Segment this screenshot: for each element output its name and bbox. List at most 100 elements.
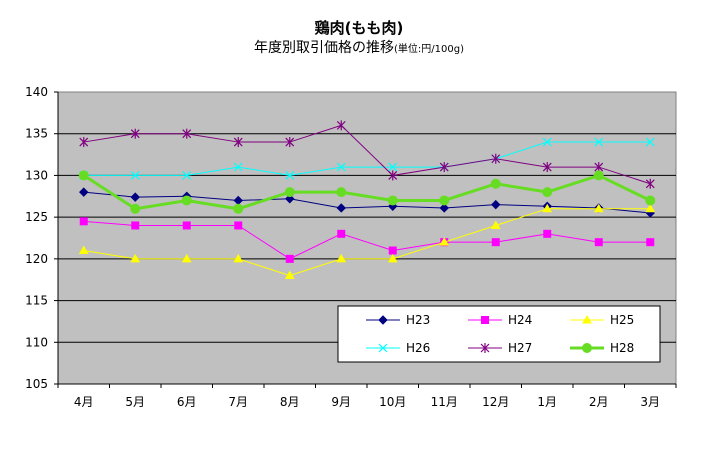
legend-marker: [378, 343, 388, 353]
subtitle-text: 年度別取引価格の推移: [254, 40, 394, 56]
series-lines: [78, 120, 656, 280]
data-point-h28: [439, 195, 450, 206]
x-tick-label: 4月: [74, 395, 94, 409]
data-point-h25: [387, 253, 398, 263]
x-tick-label: 1月: [537, 395, 557, 409]
data-point-h26: [388, 162, 398, 172]
y-tick-label: 140: [25, 85, 48, 99]
data-point-h24: [234, 221, 243, 230]
legend-marker: [480, 343, 490, 353]
data-point-h24: [646, 238, 655, 247]
legend-item-h26: H26: [366, 341, 430, 355]
data-point-h23: [285, 194, 295, 204]
legend-label: H26: [406, 341, 430, 355]
data-point-h25: [593, 203, 604, 213]
data-point-h28: [593, 170, 604, 181]
y-tick-label: 120: [25, 252, 48, 266]
data-point-h28: [181, 195, 192, 206]
legend-marker: [481, 316, 489, 324]
data-point-h25: [542, 203, 553, 213]
data-point-h28: [387, 195, 398, 206]
legend-marker: [582, 343, 592, 353]
data-point-h26: [594, 137, 604, 147]
legend-box: [337, 305, 661, 363]
series-line-h26: [83, 141, 651, 176]
legend-label: H24: [508, 313, 532, 327]
x-tick-label: 12月: [482, 395, 509, 409]
data-point-h24: [337, 229, 346, 238]
data-point-h24: [285, 254, 294, 263]
unit-label: (単位:円/100g): [394, 44, 464, 55]
data-point-h28: [284, 187, 295, 198]
data-point-h26: [130, 171, 140, 180]
y-tick-label: 125: [25, 210, 48, 224]
data-point-h28: [78, 170, 89, 181]
data-point-h24: [182, 221, 191, 230]
x-tick-label: 9月: [331, 395, 351, 409]
series-line-h23: [83, 191, 651, 214]
data-point-h27: [233, 137, 243, 148]
legend-item-h24: H24: [468, 313, 532, 327]
data-point-h25: [233, 253, 244, 263]
data-point-h24: [543, 229, 552, 238]
data-point-h28: [336, 187, 347, 198]
series-line-h25: [83, 208, 651, 277]
series-line-h24: [83, 220, 651, 260]
series-h25: [78, 203, 656, 280]
x-tick-label: 10月: [379, 395, 406, 409]
legend: H23 H24 H25 H26 H27 H28: [337, 305, 661, 363]
x-tick-label: 11月: [431, 395, 458, 409]
series-h24: [79, 217, 655, 263]
chart-title: 鶏肉(もも肉): [314, 19, 404, 37]
data-point-h27: [491, 153, 501, 164]
data-point-h27: [542, 162, 552, 173]
data-point-h24: [594, 238, 603, 247]
data-point-h26: [285, 171, 295, 180]
data-point-h25: [181, 253, 192, 263]
y-tick-label: 130: [25, 168, 48, 182]
data-point-h24: [388, 246, 397, 255]
data-point-h27: [388, 170, 398, 181]
data-point-h25: [78, 245, 89, 255]
data-point-h25: [645, 203, 656, 213]
chart-subtitle: 年度別取引価格の推移(単位:円/100g): [0, 37, 718, 57]
x-tick-label: 6月: [177, 395, 197, 409]
data-point-h28: [542, 187, 553, 198]
x-tick-label: 7月: [228, 395, 248, 409]
data-point-h24: [131, 221, 140, 230]
data-point-h27: [439, 162, 449, 173]
data-point-h27: [130, 128, 140, 139]
legend-item-h25: H25: [570, 313, 634, 327]
legend-item-h23: H23: [366, 313, 430, 327]
data-point-h25: [130, 253, 141, 263]
legend-label: H27: [508, 341, 532, 355]
series-h27: [79, 120, 655, 189]
data-point-h28: [645, 195, 656, 206]
legend-marker: [378, 315, 388, 325]
y-tick-label: 110: [25, 335, 48, 349]
x-tick-label: 8月: [280, 395, 300, 409]
legend-label: H25: [610, 313, 634, 327]
y-tick-label: 105: [25, 377, 48, 391]
data-point-h24: [491, 238, 500, 247]
x-tick-label: 3月: [640, 395, 660, 409]
data-point-h26: [645, 137, 655, 147]
legend-marker: [582, 314, 592, 324]
legend-item-h28: H28: [570, 341, 634, 355]
data-point-h25: [336, 253, 347, 263]
data-point-h26: [542, 137, 552, 147]
data-point-h27: [285, 137, 295, 148]
y-tick-label: 135: [25, 127, 48, 141]
legend-item-h27: H27: [468, 341, 532, 355]
data-point-h23: [79, 187, 89, 197]
axes: 105 110 115 120 125 130 135 140 4月 5月 6月 7月 8月 9月 10月 1…: [25, 85, 677, 409]
series-line-h27: [83, 124, 651, 185]
data-point-h26: [233, 162, 243, 172]
legend-label: H28: [610, 341, 634, 355]
data-point-h23: [439, 203, 449, 213]
data-point-h26: [182, 171, 192, 180]
data-point-h27: [336, 120, 346, 131]
series-line-h28: [82, 173, 651, 211]
series-h28: [78, 170, 656, 214]
